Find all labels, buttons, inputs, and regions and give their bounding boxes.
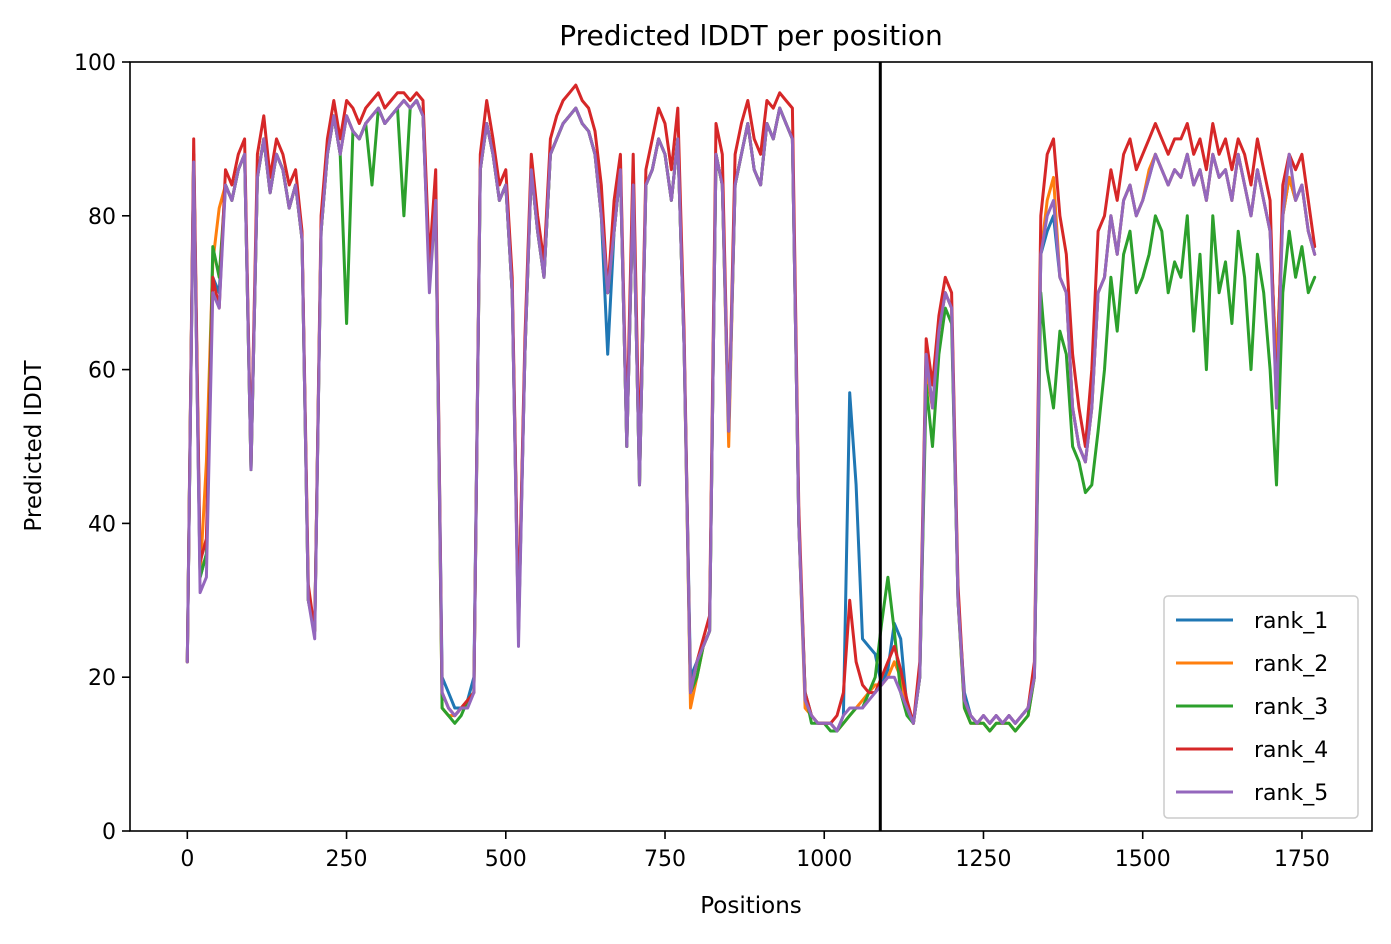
y-tick-label: 100 (74, 51, 116, 76)
legend: rank_1 rank_2 rank_3 rank_4 rank_5 (1163, 595, 1359, 819)
y-tick-label: 0 (102, 820, 116, 845)
x-tick-label: 1000 (796, 847, 852, 872)
y-tick-label: 40 (88, 512, 116, 537)
y-tick-label: 60 (88, 359, 116, 384)
plot-frame (129, 61, 1373, 832)
series-line-rank-5 (185, 99, 1317, 733)
x-tick-label: 0 (180, 847, 194, 872)
x-tick-label: 250 (326, 847, 368, 872)
x-tick-label: 500 (485, 847, 527, 872)
series-line-rank-4 (185, 83, 1317, 725)
x-axis-ticks: 0 250 500 750 1000 1250 1500 1750 (180, 831, 1330, 872)
chart-title: Predicted lDDT per position (559, 19, 943, 52)
legend-label: rank_5 (1254, 781, 1328, 806)
y-axis-ticks: 0 20 40 60 80 100 (74, 51, 130, 845)
x-axis-title: Positions (700, 893, 802, 919)
y-tick-label: 20 (88, 666, 116, 691)
legend-label: rank_2 (1254, 652, 1328, 677)
x-tick-label: 1750 (1274, 847, 1330, 872)
y-tick-label: 80 (88, 205, 116, 230)
series-layer (185, 83, 1317, 733)
legend-box (1163, 595, 1359, 819)
x-tick-label: 750 (644, 847, 686, 872)
x-tick-label: 1250 (955, 847, 1011, 872)
legend-label: rank_3 (1254, 695, 1328, 720)
x-tick-label: 1500 (1115, 847, 1171, 872)
y-axis-title: Predicted lDDT (21, 359, 47, 531)
legend-label: rank_4 (1254, 738, 1328, 763)
legend-label: rank_1 (1254, 609, 1328, 634)
